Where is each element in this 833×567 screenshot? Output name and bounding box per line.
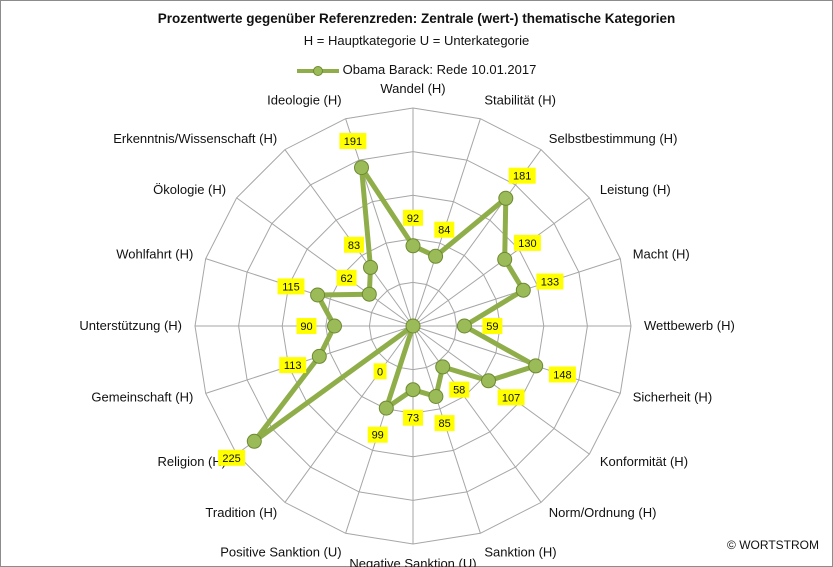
data-label: 191	[344, 136, 362, 148]
axis-label: Sicherheit (H)	[633, 389, 712, 404]
data-label: 62	[340, 273, 352, 285]
data-label-box	[434, 415, 455, 432]
data-label-box	[373, 363, 387, 380]
data-point	[528, 358, 544, 374]
grid-spoke	[236, 197, 414, 327]
chart-title: Prozentwerte gegenüber Referenzreden: Ze…	[157, 11, 676, 26]
data-point	[354, 160, 369, 176]
axis-label: Wohlfahrt (H)	[116, 247, 193, 262]
grid-spoke	[345, 118, 414, 327]
data-label: 85	[438, 418, 450, 430]
axis-label: Wettbewerb (H)	[644, 318, 735, 333]
data-point	[428, 248, 444, 264]
axis-label: Negative Sanktion (U)	[349, 556, 476, 567]
data-point	[311, 348, 327, 364]
data-label: 148	[553, 370, 571, 382]
axis-label: Unterstützung (H)	[79, 318, 182, 333]
data-label-box	[434, 221, 455, 238]
data-label: 115	[282, 281, 300, 293]
data-label: 225	[222, 453, 240, 465]
data-label-box	[296, 318, 317, 334]
data-point	[481, 373, 496, 389]
grid-spoke	[412, 325, 542, 503]
data-point	[378, 400, 394, 416]
axis-label: Sanktion (H)	[484, 545, 556, 560]
axis-label: Tradition (H)	[205, 505, 277, 520]
data-label: 92	[407, 213, 419, 225]
data-point	[327, 318, 342, 334]
axis-label: Wandel (H)	[380, 81, 445, 96]
axis-label: Macht (H)	[633, 247, 690, 262]
grid-spoke	[412, 325, 621, 394]
data-point	[363, 259, 378, 275]
data-label: 84	[438, 225, 450, 237]
axis-label: Religion (H)	[157, 454, 226, 469]
data-label: 0	[377, 366, 383, 378]
data-point	[405, 382, 421, 398]
data-label-box	[403, 409, 423, 426]
legend: Obama Barack: Rede 10.01.2017	[0, 62, 833, 77]
data-label: 107	[502, 392, 520, 404]
data-label-box	[367, 426, 388, 443]
axis-label: Selbstbestimmung (H)	[549, 131, 678, 146]
data-label-box	[513, 234, 541, 251]
axis-label: Ideologie (H)	[267, 92, 341, 107]
axis-label: Ökologie (H)	[153, 182, 226, 197]
data-label: 73	[407, 413, 419, 425]
copyright-note: © WORTSTROM	[727, 538, 819, 552]
axis-label: Leistung (H)	[600, 182, 671, 197]
data-point	[405, 318, 421, 334]
data-label: 59	[486, 321, 498, 333]
legend-line-marker-icon	[296, 65, 339, 76]
data-point	[515, 282, 531, 298]
data-label: 99	[372, 430, 384, 442]
chart-subtitle: H = Hauptkategorie U = Unterkategorie	[303, 33, 530, 48]
data-label-box	[482, 318, 503, 334]
legend-series-name: Obama Barack: Rede 10.01.2017	[342, 62, 537, 77]
data-label-box	[508, 167, 536, 184]
axis-label: Gemeinschaft (H)	[91, 389, 193, 404]
data-label: 83	[348, 240, 360, 252]
data-label-box	[449, 381, 470, 398]
axis-label: Norm/Ordnung (H)	[549, 505, 657, 520]
data-label-box	[218, 449, 246, 466]
data-label-box	[336, 269, 357, 286]
data-label-box	[339, 133, 367, 149]
data-label: 133	[541, 277, 559, 289]
data-label-box	[344, 236, 364, 253]
data-point	[428, 389, 444, 404]
data-label: 181	[513, 171, 531, 183]
axis-label: Erkenntnis/Wissenschaft (H)	[113, 131, 277, 146]
data-point	[497, 251, 513, 267]
data-label: 90	[300, 321, 312, 333]
data-point	[498, 190, 514, 206]
data-label-box	[279, 357, 307, 374]
grid-spoke	[205, 258, 414, 327]
axis-label: Positive Sanktion (U)	[220, 545, 341, 560]
data-point	[435, 359, 451, 375]
grid-spoke	[284, 325, 414, 503]
data-label-box	[548, 366, 576, 383]
data-label: 130	[518, 238, 536, 250]
axis-label: Konformität (H)	[600, 454, 688, 469]
data-label: 113	[284, 360, 302, 372]
data-label: 58	[453, 385, 465, 397]
axis-label: Stabilität (H)	[484, 92, 556, 107]
data-label-box	[403, 209, 423, 226]
data-label-box	[277, 278, 305, 295]
data-point	[361, 286, 377, 302]
series-line	[251, 165, 539, 444]
data-point	[405, 238, 421, 254]
data-label-box	[497, 389, 525, 406]
data-point	[246, 433, 262, 449]
grid-spoke	[205, 325, 414, 394]
data-point	[456, 318, 472, 334]
data-label-box	[536, 273, 564, 290]
data-point	[310, 287, 326, 303]
